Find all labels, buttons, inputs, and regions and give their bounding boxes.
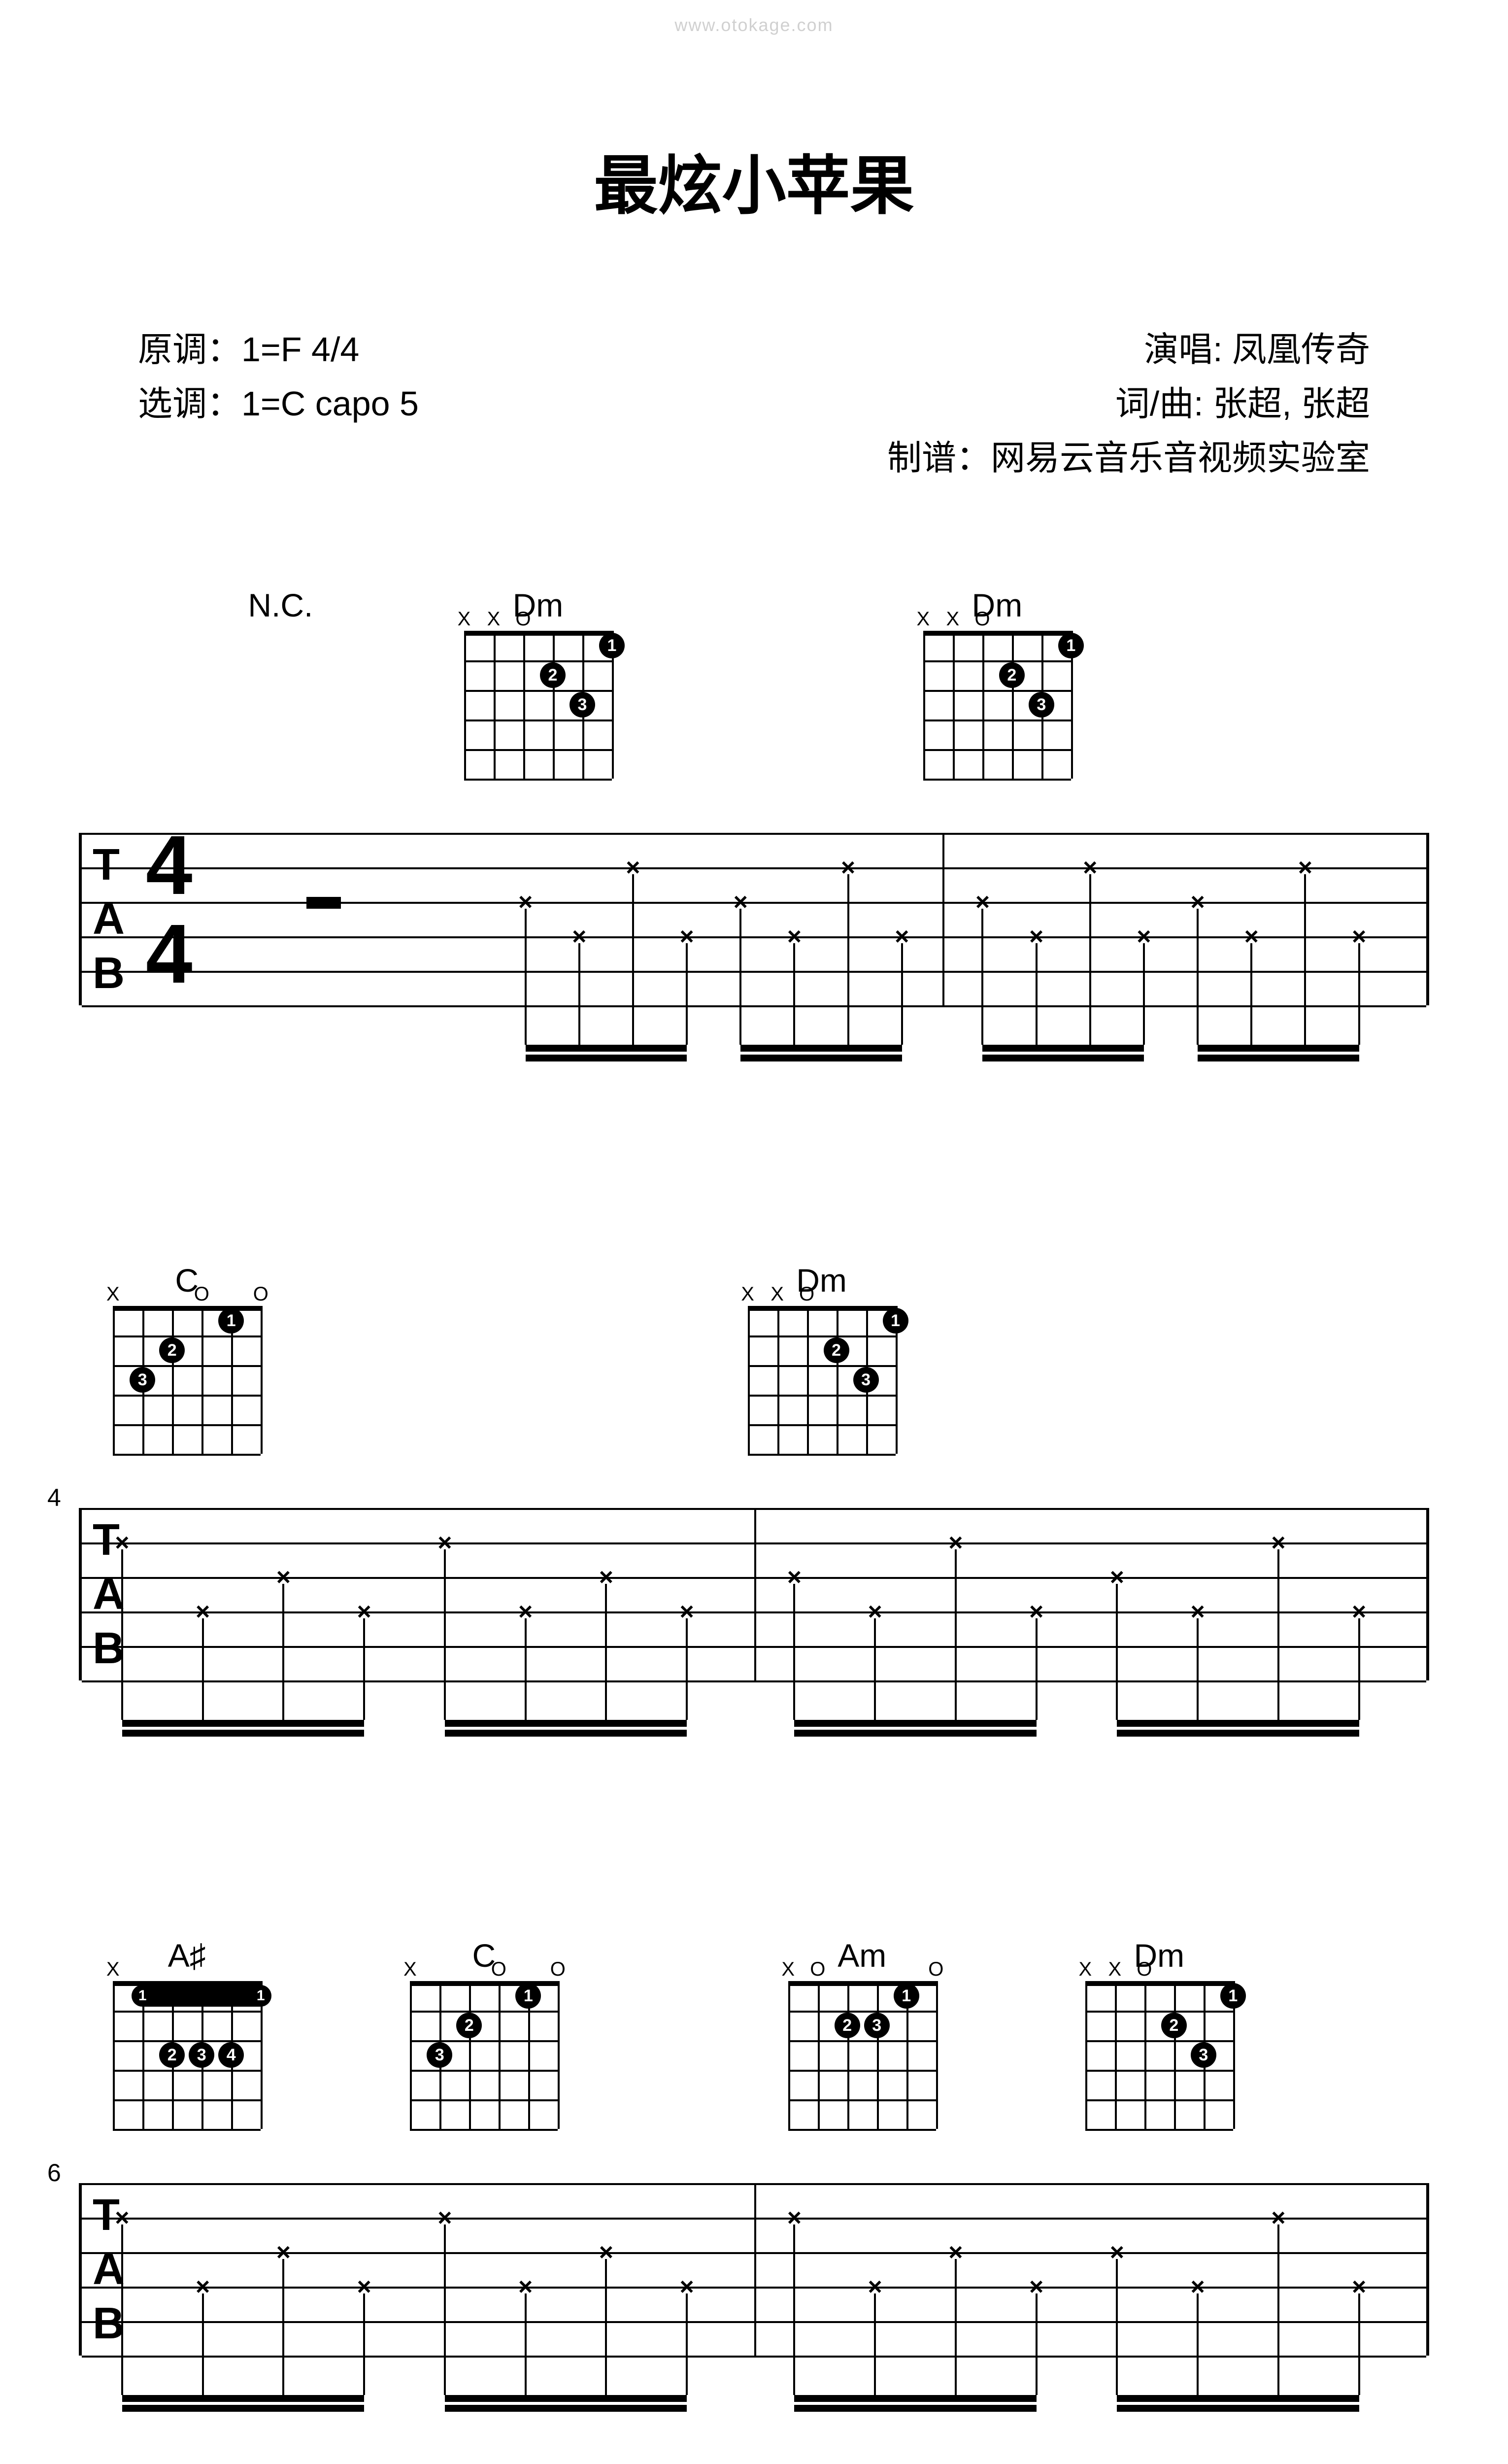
performer-label: 演唱: [1144, 330, 1232, 369]
measure-number: 4 [47, 1483, 61, 1512]
tab-label-B: B [93, 2301, 125, 2346]
performer-value: 凤凰传奇 [1232, 330, 1370, 369]
system: CXOO123 DmXXO123 4TAB×××××××××××××××× [79, 1262, 1429, 1680]
tab-label-B: B [93, 951, 125, 995]
rest [306, 897, 341, 909]
lyricist-value: 张超, 张超 [1213, 384, 1370, 423]
capo-key-value: 1=C capo 5 [241, 384, 419, 423]
lyricist-label: 词/曲: [1115, 384, 1213, 423]
tab-label-A: A [93, 2247, 125, 2292]
chord-diagram: CXOO123 [410, 1937, 558, 2129]
chord-diagram: DmXXO123 [1085, 1937, 1233, 2129]
chord-diagram: DmXXO123 [748, 1262, 896, 1454]
systems-container: N.C. DmXXO123 DmXXO123 TAB44×××××××××××××××… [0, 586, 1508, 2356]
chord-diagram: CXOO123 [113, 1262, 261, 1454]
meta-row-1: 原调：1=F 4/4 选调：1=C capo 5 演唱: 凤凰传奇 词/曲: 张… [0, 325, 1508, 488]
tab-label-A: A [93, 897, 125, 941]
tab-staff: 6TAB×××××××××××××××× [79, 2183, 1429, 2356]
chord-diagram: AmXOO123 [788, 1937, 936, 2129]
chord-diagram: A♯X11234 [113, 1937, 261, 2129]
chord-diagram: DmXXO123 [923, 586, 1071, 779]
tab-staff: 4TAB×××××××××××××××× [79, 1508, 1429, 1680]
watermark: www.otokage.com [0, 0, 1508, 65]
original-key-label: 原调： [138, 330, 241, 369]
chord-diagram: N.C. [248, 586, 313, 631]
system: N.C. DmXXO123 DmXXO123 TAB44×××××××××××××××… [79, 586, 1429, 1005]
tab-staff: TAB44×××××××××××××××× [79, 833, 1429, 1005]
original-key-value: 1=F 4/4 [241, 330, 359, 369]
transcriber-value: 网易云音乐音视频实验室 [991, 439, 1370, 477]
transcriber-label: 制谱： [887, 439, 991, 477]
capo-key-label: 选调： [138, 384, 241, 423]
song-title: 最炫小苹果 [0, 134, 1508, 227]
tab-label-T: T [93, 843, 120, 887]
system: A♯X11234 CXOO123 AmXOO123 DmXXO123 6TAB×××××… [79, 1937, 1429, 2356]
tab-label-B: B [93, 1626, 125, 1671]
measure-number: 6 [47, 2158, 61, 2187]
tab-label-A: A [93, 1572, 125, 1616]
chord-diagram: DmXXO123 [464, 586, 612, 779]
